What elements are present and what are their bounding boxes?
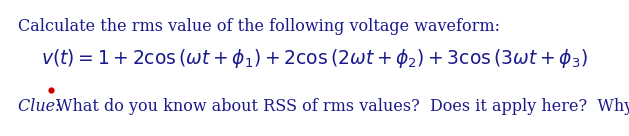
Text: What do you know about RSS of rms values?  Does it apply here?  Why?: What do you know about RSS of rms values… [56, 98, 629, 115]
Text: Calculate the rms value of the following voltage waveform:: Calculate the rms value of the following… [18, 18, 500, 35]
Text: Clue:: Clue: [18, 98, 65, 115]
Text: $v(t) = 1 + 2\cos\left(\omega t + \phi_1\right) + 2\cos\left(2\omega t + \phi_2\: $v(t) = 1 + 2\cos\left(\omega t + \phi_1… [41, 47, 587, 69]
